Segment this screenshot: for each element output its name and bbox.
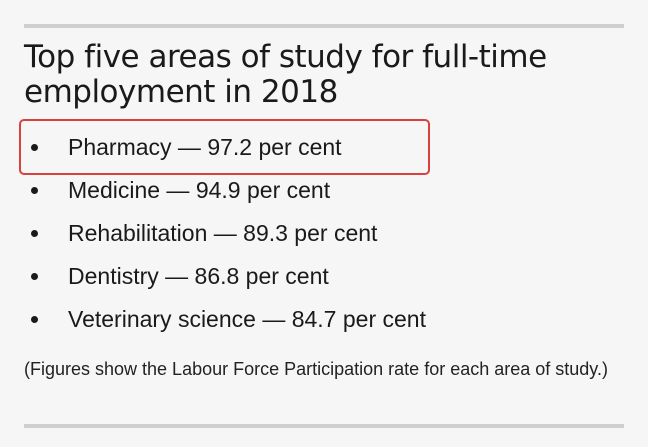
bullet-icon <box>31 230 38 237</box>
bullet-icon <box>31 187 38 194</box>
bottom-divider <box>24 424 624 428</box>
highlight-box <box>19 119 430 175</box>
study-areas-list: Pharmacy — 97.2 per cent Medicine — 94.9… <box>0 126 426 341</box>
bullet-icon <box>31 316 38 323</box>
bullet-icon <box>31 144 38 151</box>
bullet-icon <box>31 273 38 280</box>
list-item: Pharmacy — 97.2 per cent <box>0 126 426 169</box>
list-item-text: Veterinary science — 84.7 per cent <box>68 306 426 332</box>
list-item: Medicine — 94.9 per cent <box>0 169 426 212</box>
list-item-text: Dentistry — 86.8 per cent <box>68 263 329 289</box>
list-item-text: Pharmacy — 97.2 per cent <box>68 134 342 160</box>
top-divider <box>24 24 624 28</box>
list-item-text: Rehabilitation — 89.3 per cent <box>68 220 378 246</box>
page-title: Top five areas of study for full-time em… <box>24 39 547 110</box>
list-item: Rehabilitation — 89.3 per cent <box>0 212 426 255</box>
list-item: Veterinary science — 84.7 per cent <box>0 298 426 341</box>
footnote: (Figures show the Labour Force Participa… <box>24 359 608 379</box>
list-item-text: Medicine — 94.9 per cent <box>68 177 331 203</box>
list-item: Dentistry — 86.8 per cent <box>0 255 426 298</box>
